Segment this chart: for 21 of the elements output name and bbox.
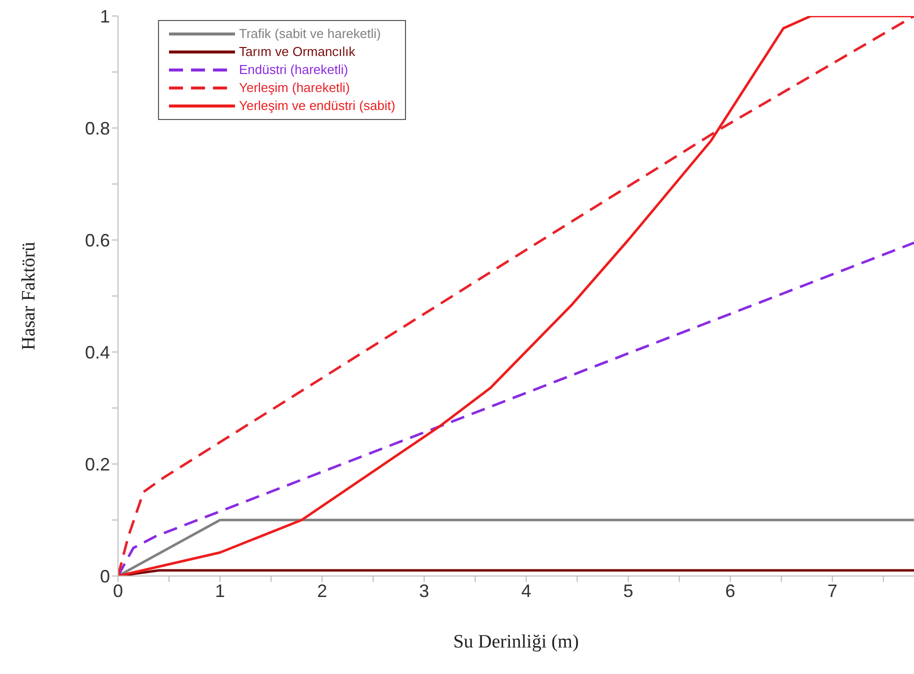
y-axis-title: Hasar Faktörü [18, 241, 40, 350]
x-tick-label: 1 [215, 580, 226, 601]
y-tick-label: 0 [100, 566, 110, 586]
x-axis-title: Su Derinliği (m) [453, 631, 579, 652]
x-tick-label: 2 [317, 580, 328, 601]
y-tick-label: 0.2 [84, 454, 110, 474]
y-tick-label: 0.4 [84, 342, 110, 362]
text: Yerleşim ve endüstri (sabit) [239, 97, 396, 115]
text: Endüstri (hareketli) [239, 61, 348, 79]
x-tick-label: 5 [623, 580, 634, 601]
text: Trafik (sabit ve hareketli) [239, 25, 381, 43]
x-tick-label: 6 [725, 580, 736, 601]
x-tick-label: 3 [419, 580, 430, 601]
y-tick-label: 0.6 [84, 230, 110, 250]
x-tick-label: 0 [112, 580, 124, 601]
y-tick-label: 1 [100, 6, 110, 26]
x-tick-label: 7 [827, 580, 838, 601]
y-tick-label: 0.8 [84, 118, 110, 138]
x-tick-label: 4 [521, 580, 532, 601]
text: Tarım ve Ormancılık [239, 43, 356, 61]
text: Yerleşim (hareketli) [239, 79, 350, 97]
